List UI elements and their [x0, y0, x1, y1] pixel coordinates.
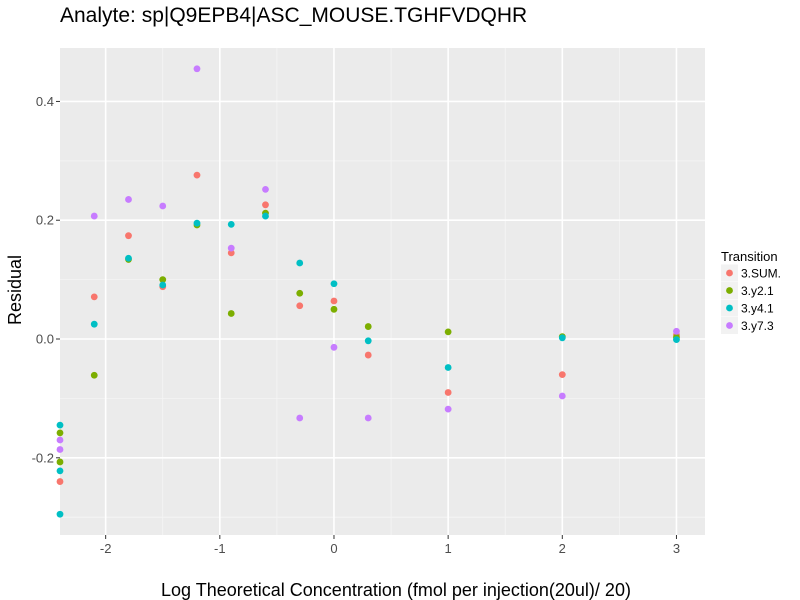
point-3-y4-1: [125, 254, 132, 262]
legend-items: 3.SUM. 3.y2.1 3.y4.1 3.y7.3: [721, 264, 781, 334]
point-3-y2-1: [227, 310, 235, 317]
point-3-y7-3: [364, 414, 372, 422]
x-axis-title: Log Theoretical Concentration (fmol per …: [161, 580, 631, 600]
y-tick-label: 0.0: [36, 332, 54, 347]
point-3-sum: [125, 232, 132, 240]
legend-label: 3.y2.1: [741, 284, 774, 298]
point-3-y2-1: [159, 276, 167, 284]
x-tick-label: 0: [330, 541, 337, 556]
point-3-y4-1: [262, 212, 269, 220]
point-3-y2-1: [56, 458, 64, 466]
point-3-y4-1: [227, 220, 235, 228]
point-3-y4-1: [90, 320, 98, 328]
point-3-sum: [296, 302, 304, 310]
data-points: [56, 65, 680, 518]
point-3-y4-1: [56, 421, 64, 429]
point-3-y4-1: [296, 259, 304, 267]
point-3-y7-3: [193, 65, 201, 73]
point-3-y7-3: [673, 327, 680, 335]
point-3-y7-3: [56, 446, 64, 453]
point-3-y7-3: [262, 185, 269, 193]
point-3-y4-1: [193, 219, 201, 227]
legend-key: [726, 287, 733, 294]
point-3-y4-1: [673, 336, 680, 344]
point-3-y7-3: [56, 436, 64, 444]
legend: Transition 3.SUM. 3.y2.1 3.y4.1 3.y7.3: [721, 249, 781, 334]
legend-label: 3.y7.3: [741, 319, 774, 333]
grid-major-lines: [60, 48, 705, 535]
y-axis-ticks: -0.2 0.0 0.2 0.4: [32, 94, 60, 465]
chart-title: Analyte: sp|Q9EPB4|ASC_MOUSE.TGHFVDQHR: [60, 4, 527, 27]
point-3-y4-1: [56, 510, 64, 518]
point-3-sum: [56, 478, 64, 485]
point-3-y7-3: [558, 392, 566, 400]
point-3-y4-1: [330, 280, 338, 288]
x-axis-ticks: -2 -1 0 1 2 3: [100, 535, 680, 556]
point-3-sum: [262, 201, 269, 209]
point-3-y2-1: [364, 323, 372, 330]
y-axis-title: Residual: [5, 255, 25, 325]
legend-key: [726, 304, 733, 312]
x-tick-label: -2: [100, 541, 112, 556]
point-3-sum: [90, 293, 98, 301]
x-tick-label: -1: [214, 541, 226, 556]
point-3-y7-3: [330, 343, 338, 351]
point-3-y4-1: [558, 334, 566, 342]
grid-minor-lines: [60, 48, 705, 535]
point-3-y7-3: [159, 202, 167, 210]
point-3-sum: [364, 351, 372, 359]
point-3-y4-1: [444, 364, 452, 371]
legend-title: Transition: [721, 249, 778, 264]
point-3-y7-3: [296, 414, 304, 422]
point-3-y4-1: [56, 467, 64, 475]
point-3-y2-1: [90, 371, 98, 379]
legend-key: [726, 269, 733, 277]
point-3-sum: [444, 389, 452, 396]
point-3-y4-1: [364, 337, 372, 345]
plot-panel: [60, 48, 705, 535]
point-3-y2-1: [56, 429, 64, 437]
point-3-sum: [558, 371, 566, 379]
x-tick-label: 1: [445, 541, 452, 556]
x-tick-label: 3: [673, 541, 680, 556]
legend-label: 3.y4.1: [741, 302, 774, 316]
point-3-sum: [193, 171, 201, 179]
point-3-y7-3: [90, 212, 98, 220]
point-3-y2-1: [296, 289, 304, 297]
point-3-y2-1: [330, 305, 338, 313]
point-3-y4-1: [159, 281, 167, 289]
y-tick-label: 0.2: [36, 213, 54, 228]
y-tick-label: 0.4: [36, 94, 54, 109]
point-3-y2-1: [444, 328, 452, 336]
point-3-sum: [227, 249, 235, 257]
legend-label: 3.SUM.: [741, 267, 781, 281]
point-3-y7-3: [444, 405, 452, 413]
x-tick-label: 2: [559, 541, 566, 556]
y-tick-label: -0.2: [32, 450, 54, 465]
point-3-y7-3: [125, 196, 132, 203]
point-3-sum: [330, 297, 338, 305]
legend-key: [726, 322, 733, 329]
point-3-y7-3: [227, 244, 235, 252]
